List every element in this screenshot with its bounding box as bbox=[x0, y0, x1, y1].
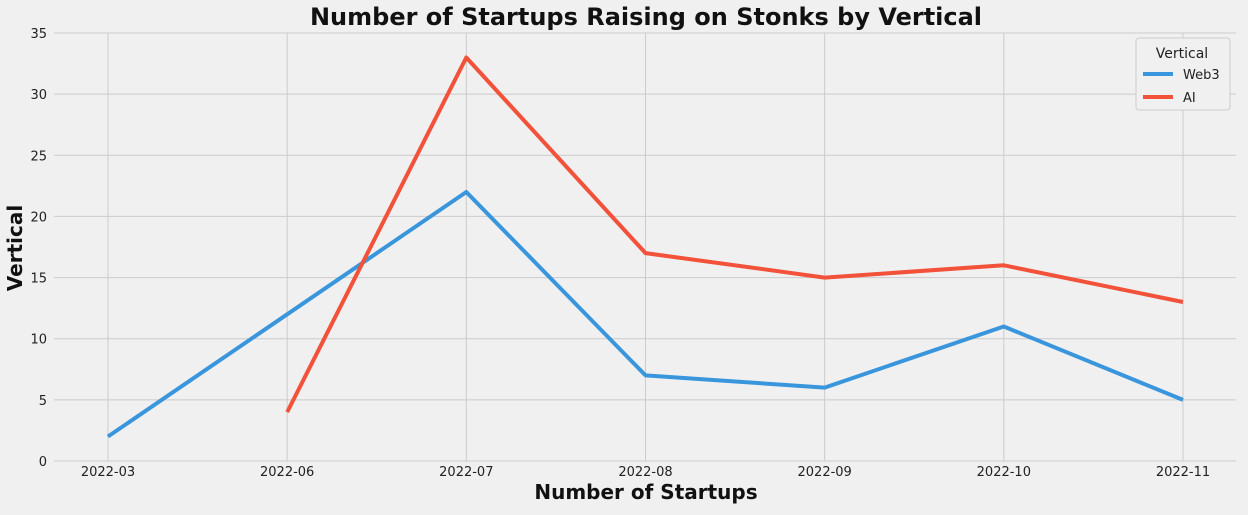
series-line-web3 bbox=[106, 190, 1184, 439]
grid bbox=[54, 32, 1236, 462]
legend-label-ai: AI bbox=[1183, 91, 1196, 106]
series-line-ai bbox=[285, 55, 1184, 414]
x-tick-label: 2022-09 bbox=[798, 465, 852, 480]
y-tick-label: 25 bbox=[30, 149, 47, 164]
y-tick-label: 5 bbox=[39, 394, 47, 409]
legend-box bbox=[1135, 37, 1231, 111]
y-tick-labels: 0 5 10 15 20 25 30 35 bbox=[30, 27, 47, 470]
y-tick-label: 15 bbox=[30, 272, 47, 287]
y-tick-label: 10 bbox=[30, 333, 47, 348]
series-lines bbox=[106, 55, 1184, 439]
legend-label-web3: Web3 bbox=[1183, 68, 1220, 83]
legend: Vertical Web3 AI bbox=[1135, 37, 1231, 111]
y-tick-label: 35 bbox=[30, 27, 47, 42]
x-tick-label: 2022-11 bbox=[1156, 465, 1210, 480]
y-tick-label: 20 bbox=[30, 210, 47, 225]
y-axis-label: Vertical bbox=[3, 205, 27, 291]
x-tick-label: 2022-03 bbox=[81, 465, 135, 480]
y-tick-label: 0 bbox=[39, 455, 47, 470]
legend-title: Vertical bbox=[1156, 46, 1208, 62]
x-tick-label: 2022-07 bbox=[439, 465, 493, 480]
x-tick-label: 2022-08 bbox=[618, 465, 672, 480]
x-tick-label: 2022-10 bbox=[977, 465, 1031, 480]
y-tick-label: 30 bbox=[30, 88, 47, 103]
x-axis-label: Number of Startups bbox=[534, 480, 757, 504]
x-tick-label: 2022-06 bbox=[260, 465, 314, 480]
x-tick-labels: 2022-03 2022-06 2022-07 2022-08 2022-09 2022-… bbox=[81, 465, 1210, 480]
chart-title: Number of Startups Raising on Stonks by … bbox=[310, 3, 982, 31]
